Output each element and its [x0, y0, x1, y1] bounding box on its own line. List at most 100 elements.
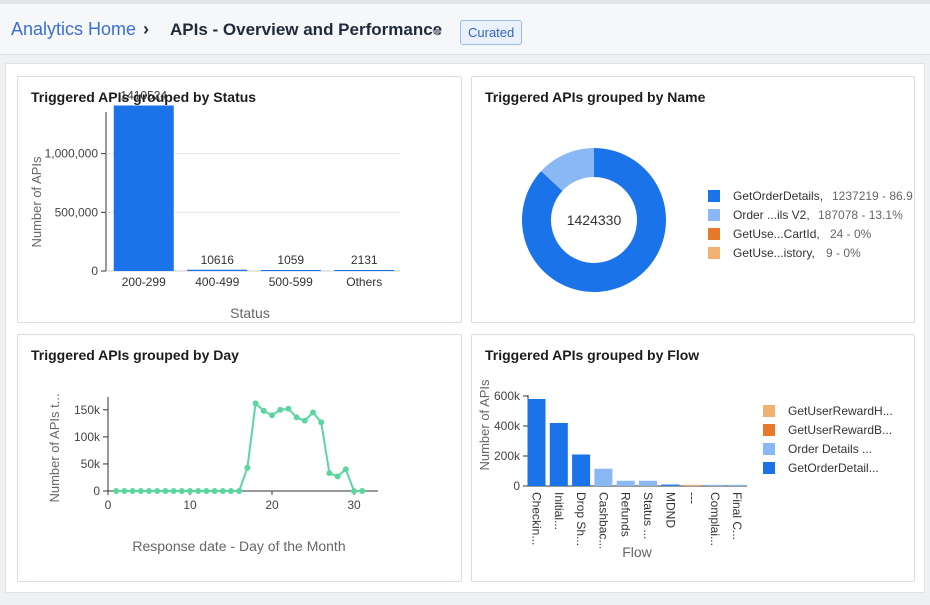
x-tick-label: Refunds: [619, 492, 633, 537]
x-axis-title: Status: [230, 305, 270, 321]
legend-swatch: [708, 247, 720, 259]
x-tick-label: 30: [347, 498, 361, 512]
curated-badge: Curated: [460, 20, 523, 45]
x-tick-label: Complai...: [708, 492, 722, 546]
legend-swatch: [708, 228, 720, 240]
x-axis-title: Flow: [622, 544, 652, 560]
data-point: [277, 406, 284, 413]
x-tick-label: MDND: [663, 492, 677, 528]
data-point: [236, 488, 243, 494]
donut-slice: [522, 148, 666, 292]
y-axis-title: Number of APIs t...: [47, 393, 62, 502]
y-tick-label: 0: [513, 479, 520, 493]
flow-stacked-bar-chart[interactable]: Number of APIs Flow 0 200k 400k 600k Checkin…: [472, 335, 914, 581]
legend-swatch: [763, 462, 775, 474]
y-tick-label: 150k: [74, 403, 101, 417]
y-tick-label: 400k: [494, 419, 521, 433]
bar: [187, 269, 248, 271]
y-tick-label: 1,000,000: [45, 147, 99, 161]
x-tick-label: 10: [183, 498, 197, 512]
x-tick-label: 400-499: [195, 275, 239, 289]
bar: [334, 270, 395, 271]
legend-swatch: [763, 424, 775, 436]
data-point: [301, 417, 308, 424]
panel-day: Triggered APIs grouped by Day Number of …: [17, 334, 462, 582]
panel-title-day: Triggered APIs grouped by Day: [31, 347, 239, 363]
bar-segment: [549, 423, 568, 486]
data-point: [195, 488, 202, 494]
data-label: 10616: [201, 253, 235, 267]
data-point: [269, 412, 275, 419]
bar-segment: [527, 399, 546, 486]
legend-label: GetUserRewardB...: [788, 423, 892, 437]
dashboard-title-dropdown[interactable]: APIs - Overview and Performance: [170, 20, 443, 39]
y-tick-label: 0: [93, 484, 100, 498]
legend-label: Order ...ils V2,: [733, 208, 810, 222]
data-label: 1059: [277, 253, 304, 267]
bar-segment: [594, 468, 613, 486]
panel-title-flow: Triggered APIs grouped by Flow: [485, 347, 700, 363]
bar-segment: [661, 484, 680, 486]
bar-segment: [683, 484, 702, 486]
x-tick-label: Status ...: [641, 492, 655, 539]
name-donut-chart[interactable]: 1424330 GetOrderDetails, 1237219 - 86.9 Or…: [472, 77, 914, 322]
status-bar-chart[interactable]: Number of APIs Status 0 500,000 1,000,000 1…: [18, 77, 461, 322]
day-line-chart[interactable]: Number of APIs t... Response date - Day …: [18, 335, 461, 581]
legend-label: Order Details ...: [788, 442, 872, 456]
x-axis-title: Response date - Day of the Month: [132, 538, 345, 554]
x-tick-label: Cashbac...: [596, 492, 610, 549]
y-tick-label: 0: [91, 264, 98, 278]
data-point: [359, 488, 366, 494]
y-tick-label: 50k: [81, 457, 101, 471]
y-tick-label: 500,000: [55, 205, 99, 219]
dashboard-grid: Triggered APIs grouped by Status Number …: [5, 63, 925, 593]
legend-value: 9 - 0%: [826, 246, 861, 260]
data-point: [219, 488, 226, 494]
legend-swatch: [708, 209, 720, 221]
chevron-down-icon[interactable]: [432, 30, 442, 36]
top-header-bar: Analytics Home › APIs - Overview and Per…: [0, 0, 930, 55]
bar-segment: [661, 484, 680, 486]
data-point: [228, 488, 234, 494]
data-point: [146, 488, 152, 494]
data-point: [211, 488, 218, 494]
data-point: [154, 488, 161, 494]
data-point: [334, 473, 341, 480]
legend-label: GetUse...istory,: [733, 246, 815, 260]
legend-swatch: [763, 405, 775, 417]
bar-segment: [616, 480, 635, 486]
legend-value: 1237219 - 86.9: [832, 189, 913, 203]
panel-title-name: Triggered APIs grouped by Name: [485, 89, 706, 105]
bar: [113, 105, 174, 271]
x-tick-label: ---: [686, 492, 700, 504]
legend-swatch: [763, 443, 775, 455]
data-point: [318, 419, 325, 426]
series-line: [116, 401, 363, 492]
data-point: [285, 405, 292, 412]
x-tick-label: Checkin...: [530, 492, 544, 545]
x-tick-label: 0: [105, 498, 112, 512]
panel-title-status: Triggered APIs grouped by Status: [31, 89, 257, 105]
data-point: [121, 488, 128, 494]
data-point: [326, 470, 333, 477]
bar-segment: [705, 484, 724, 486]
bar-segment: [639, 480, 657, 486]
data-label: 2131: [351, 253, 378, 267]
y-tick-label: 200k: [494, 449, 521, 463]
x-tick-label: Final C...: [730, 492, 744, 540]
data-point: [244, 464, 251, 471]
legend-label: GetOrderDetails,: [733, 189, 823, 203]
bar-segment: [728, 484, 747, 486]
legend-swatch: [708, 190, 720, 202]
donut-slice: [541, 148, 594, 191]
x-tick-label: Others: [346, 275, 382, 289]
breadcrumb-analytics-home-link[interactable]: Analytics Home: [11, 19, 137, 39]
y-axis-title: Number of APIs: [477, 379, 492, 471]
bar-segment: [572, 454, 591, 486]
bar: [260, 270, 321, 271]
legend-value: 187078 - 13.1%: [818, 208, 903, 222]
data-point: [162, 488, 169, 494]
x-tick-label: 500-599: [269, 275, 313, 289]
legend-label: GetUse...CartId,: [733, 227, 820, 241]
data-point: [310, 409, 316, 416]
